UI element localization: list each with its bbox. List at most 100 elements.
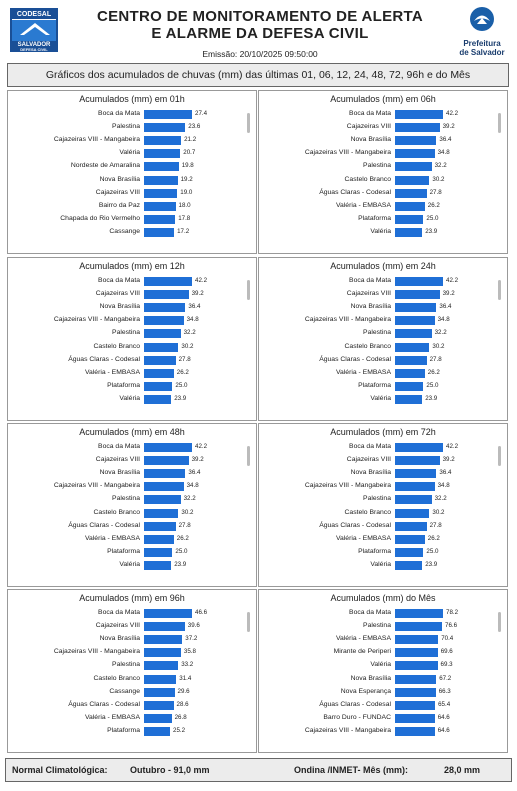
chart-bar <box>144 560 172 570</box>
chart-value-label: 35.8 <box>183 648 196 656</box>
chart-row: Castelo Branco 30.2 <box>8 342 256 354</box>
chart-bar <box>144 136 182 146</box>
chart-value-label: 32.2 <box>434 329 447 337</box>
chart-category-label: Cajazeiras VIII <box>346 456 391 464</box>
chart-value-label: 25.2 <box>173 726 186 734</box>
chart-row: Palestina 32.2 <box>8 494 256 506</box>
chart-bar <box>395 342 430 352</box>
chart-category-label: Cajazeiras VIII - Mangabeira <box>304 149 391 157</box>
chart-value-label: 46.6 <box>195 609 208 616</box>
ondina-inmet-label: Ondina /INMET- Mês (mm): <box>294 765 409 775</box>
chart-bar <box>395 277 443 286</box>
chart-scrollbar[interactable] <box>498 280 501 300</box>
chart-value-label: 36.4 <box>188 469 201 477</box>
page-title: CENTRO DE MONITORAMENTO DE ALERTA E ALAR… <box>70 8 450 42</box>
chart-bar <box>144 713 172 723</box>
chart-bar <box>395 149 435 159</box>
chart-row: Boca da Mata 78.2 <box>259 608 507 620</box>
chart-category-label: Plataforma <box>107 547 140 555</box>
chart-value-label: 21.2 <box>184 136 197 144</box>
chart-category-label: Plataforma <box>107 381 140 389</box>
chart-panel: Acumulados (mm) em 24h Boca da Mata 42.2 Ca… <box>258 257 508 421</box>
chart-value-label: 39.2 <box>191 456 204 464</box>
chart-category-label: Palestina <box>363 495 391 503</box>
chart-bar <box>395 495 432 505</box>
chart-panel: Acumulados (mm) do Mês Boca da Mata 78.2 Pa… <box>258 589 508 753</box>
chart-bar <box>395 368 425 378</box>
chart-category-label: Castelo Branco <box>93 342 140 350</box>
chart-category-label: Cajazeiras VIII - Mangabeira <box>304 316 391 324</box>
chart-value-label: 34.8 <box>437 316 450 324</box>
codesal-logo-salvador: SALVADOR <box>17 42 51 48</box>
chart-value-label: 26.2 <box>176 368 189 376</box>
chart-value-label: 23.6 <box>188 123 201 131</box>
chart-bar <box>144 700 174 710</box>
chart-row: Cajazeiras VIII 39.2 <box>259 122 507 134</box>
chart-row: Cajazeiras VIII - Mangabeira 35.8 <box>8 647 256 659</box>
codesal-logo-emblem <box>12 20 56 41</box>
chart-row: Castelo Branco 30.2 <box>259 175 507 187</box>
chart-category-label: Cajazeiras VIII <box>95 290 140 298</box>
chart-row: Boca da Mata 42.2 <box>259 276 507 288</box>
chart-value-label: 32.2 <box>183 495 196 503</box>
chart-row: Chapada do Rio Vermelho 17.8 <box>8 214 256 226</box>
chart-scrollbar[interactable] <box>498 612 501 632</box>
chart-bar <box>395 214 424 224</box>
chart-category-label: Cajazeiras VIII - Mangabeira <box>53 316 140 324</box>
chart-category-label: Cajazeiras VIII <box>346 123 391 131</box>
prefeitura-logo-line2: de Salvador <box>459 48 505 57</box>
chart-bar <box>395 687 436 697</box>
chart-value-label: 32.2 <box>183 329 196 337</box>
chart-bar <box>144 329 181 339</box>
chart-row: Águas Claras - Codesal 65.4 <box>259 700 507 712</box>
chart-bar <box>395 534 425 544</box>
chart-scrollbar[interactable] <box>247 113 250 133</box>
chart-row: Águas Claras - Codesal 27.8 <box>259 355 507 367</box>
chart-bar <box>395 136 437 146</box>
chart-category-label: Águas Claras - Codesal <box>319 355 391 363</box>
chart-category-label: Nova Brasília <box>99 635 140 643</box>
chart-scrollbar[interactable] <box>498 446 501 466</box>
chart-bar <box>144 162 179 172</box>
chart-value-label: 30.2 <box>432 342 445 350</box>
chart-category-label: Chapada do Rio Vermelho <box>60 214 140 222</box>
chart-category-label: Cajazeiras VIII <box>95 622 140 630</box>
chart-value-label: 29.6 <box>177 687 190 695</box>
chart-bar <box>144 342 179 352</box>
chart-scrollbar[interactable] <box>247 446 250 466</box>
chart-value-label: 39.2 <box>442 290 455 298</box>
chart-category-label: Valéria <box>370 227 391 235</box>
chart-bar <box>144 547 173 557</box>
chart-value-label: 17.8 <box>178 214 191 222</box>
chart-row: Plataforma 25.2 <box>8 726 256 738</box>
codesal-logo: CODESAL SALVADOR DEFESA CIVIL <box>10 8 58 52</box>
chart-row: Cajazeiras VIII 39.2 <box>259 289 507 301</box>
chart-scrollbar[interactable] <box>498 113 501 133</box>
chart-row: Palestina 32.2 <box>8 328 256 340</box>
chart-category-label: Castelo Branco <box>344 175 391 183</box>
chart-category-label: Valéria - EMBASA <box>84 534 140 542</box>
chart-bar <box>395 482 435 492</box>
chart-row: Boca da Mata 27.4 <box>8 109 256 121</box>
chart-bar <box>395 201 425 211</box>
chart-value-label: 17.2 <box>177 227 190 235</box>
chart-category-label: Cajazeiras VIII - Mangabeira <box>304 482 391 490</box>
chart-value-label: 27.8 <box>429 188 442 196</box>
chart-category-label: Cajazeiras VIII <box>346 290 391 298</box>
chart-value-label: 26.2 <box>427 201 440 209</box>
chart-row: Castelo Branco 30.2 <box>8 508 256 520</box>
chart-row: Águas Claras - Codesal 27.8 <box>259 521 507 533</box>
chart-scrollbar[interactable] <box>247 612 250 632</box>
chart-category-label: Mirante de Periperi <box>333 648 391 656</box>
chart-category-label: Águas Claras - Codesal <box>319 700 391 708</box>
chart-row: Cassange 17.2 <box>8 227 256 239</box>
chart-bar <box>144 394 172 404</box>
chart-bar <box>395 329 432 339</box>
chart-scrollbar[interactable] <box>247 280 250 300</box>
chart-category-label: Boca da Mata <box>98 110 140 117</box>
chart-row: Águas Claras - Codesal 27.8 <box>8 521 256 533</box>
chart-row: Cassange 29.6 <box>8 687 256 699</box>
prefeitura-logo-line1: Prefeitura <box>463 39 501 48</box>
chart-value-label: 65.4 <box>438 700 451 708</box>
chart-row: Plataforma 25.0 <box>8 547 256 559</box>
